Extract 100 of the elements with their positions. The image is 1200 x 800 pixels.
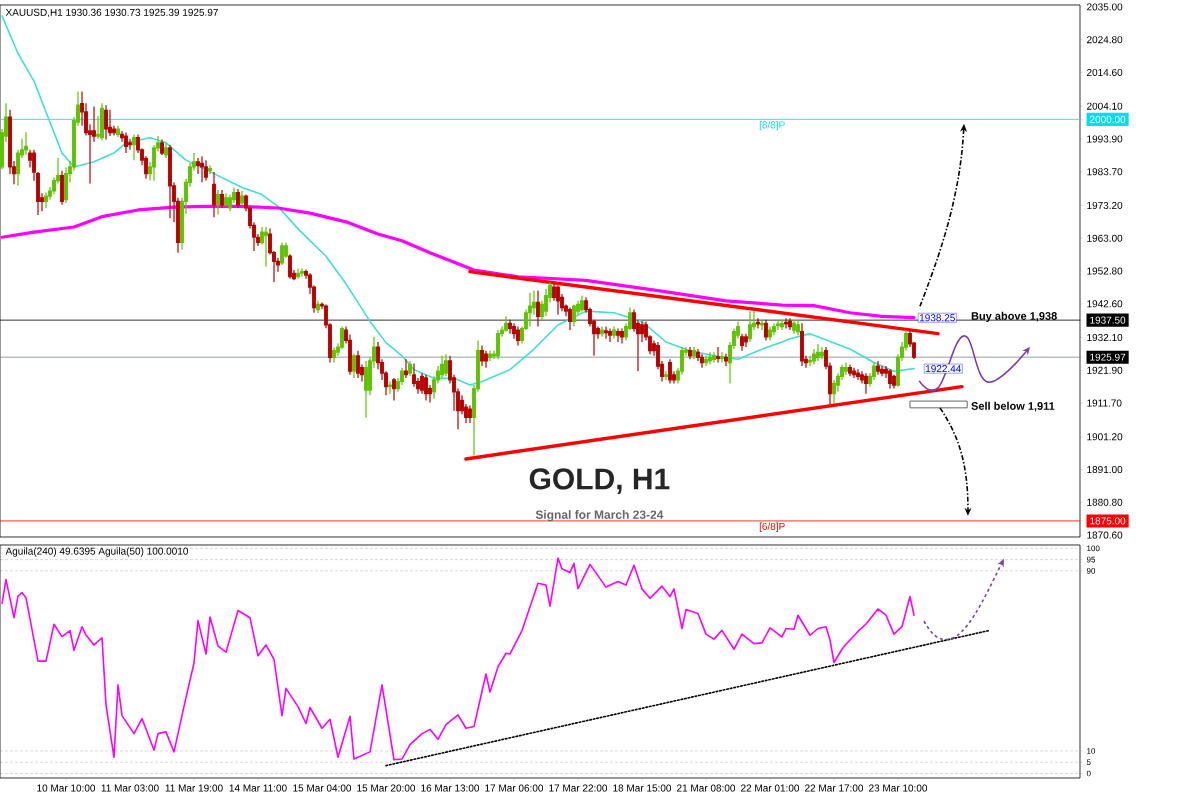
- candlestick: [124, 131, 128, 154]
- candlestick: [724, 353, 728, 367]
- y-tick-label: 2024.80: [1087, 36, 1123, 44]
- candlestick: [296, 267, 300, 280]
- ref-line-label: [8/8]P: [759, 121, 785, 131]
- x-tick-label: 14 Mar 11:00: [229, 784, 287, 792]
- candlestick: [528, 292, 532, 328]
- x-tick-label: 23 Mar 10:00: [869, 784, 928, 792]
- y-tick-label: 5: [1086, 759, 1091, 766]
- candlestick: [424, 374, 428, 402]
- candlestick: [64, 166, 68, 204]
- candlestick: [800, 322, 804, 367]
- y-tick-label: 95: [1086, 556, 1096, 563]
- x-tick-label: 21 Mar 08:00: [677, 784, 736, 792]
- y-tick-label: 1880.80: [1087, 498, 1123, 506]
- candlestick: [84, 102, 88, 137]
- chart-title: Aguila(240) 49.6395 Aguila(50) 100.0010: [5, 547, 189, 557]
- x-tick-label: 22 Mar 01:00: [741, 784, 800, 792]
- candlestick: [108, 109, 112, 137]
- candlestick: [688, 346, 692, 360]
- candlestick: [388, 380, 392, 395]
- y-tick-label: 1963.00: [1087, 234, 1123, 242]
- x-tick-label: 17 Mar 06:00: [485, 784, 544, 792]
- x-tick-label: 16 Mar 13:00: [421, 784, 480, 792]
- candlestick: [708, 351, 712, 366]
- candlestick: [300, 267, 304, 278]
- candlestick: [744, 333, 748, 348]
- y-tick-label: 100: [1087, 545, 1100, 552]
- candlestick: [212, 171, 216, 218]
- candlestick: [556, 284, 560, 316]
- y-tick-label: 1993.90: [1087, 135, 1123, 143]
- candlestick: [240, 190, 244, 206]
- x-tick-label: 15 Mar 04:00: [293, 784, 352, 792]
- candlestick: [768, 325, 772, 341]
- y-tick-label: 90: [1086, 568, 1096, 574]
- candlestick: [612, 325, 616, 340]
- candlestick: [224, 192, 228, 208]
- candlestick: [892, 374, 896, 390]
- candlestick: [112, 125, 116, 137]
- candlestick: [536, 289, 540, 328]
- candlestick: [696, 348, 700, 362]
- y-tick-label: 0: [1086, 770, 1091, 777]
- y-tick-label: 1983.70: [1087, 168, 1123, 176]
- candlestick: [784, 317, 788, 330]
- candlestick: [772, 322, 776, 336]
- x-tick-label: 15 Mar 20:00: [357, 784, 416, 792]
- y-tick-label: 1901.20: [1087, 433, 1123, 441]
- candlestick: [52, 176, 56, 196]
- annotation: Sell below 1,911: [971, 401, 1055, 412]
- candlestick: [820, 346, 824, 360]
- candlestick: [8, 109, 12, 175]
- y-tick-label: 1932.10: [1087, 333, 1123, 342]
- candlestick: [544, 288, 548, 317]
- candlestick: [236, 188, 240, 209]
- candlestick: [392, 377, 396, 402]
- y-tick-label: 1875.00: [1090, 517, 1126, 525]
- candlestick: [712, 351, 716, 364]
- candlestick: [440, 355, 444, 379]
- candlestick: [512, 322, 516, 340]
- candlestick: [716, 346, 720, 364]
- candlestick: [220, 189, 224, 209]
- candlestick: [640, 320, 644, 343]
- candlestick: [128, 138, 132, 151]
- candlestick: [152, 144, 156, 182]
- candlestick: [116, 125, 120, 138]
- candlestick: [468, 404, 472, 424]
- candlestick: [352, 353, 356, 379]
- candlestick: [620, 327, 624, 345]
- candlestick: [792, 319, 796, 335]
- candlestick: [488, 350, 492, 362]
- candlestick: [412, 362, 416, 388]
- candlestick: [796, 319, 800, 336]
- y-tick-label: 1937.50: [1090, 316, 1126, 324]
- candlestick: [400, 367, 404, 386]
- candlestick: [888, 368, 892, 390]
- candlestick: [700, 353, 704, 369]
- y-tick-label: 1921.90: [1087, 366, 1123, 374]
- candlestick: [704, 355, 708, 367]
- candlestick: [196, 157, 200, 175]
- candlestick: [604, 325, 608, 340]
- y-tick-label: 1952.80: [1087, 267, 1123, 275]
- candlestick: [132, 133, 136, 161]
- candlestick: [808, 355, 812, 367]
- candlestick: [376, 341, 380, 370]
- y-tick-label: 1942.60: [1087, 300, 1123, 308]
- candlestick: [572, 303, 576, 328]
- candlestick: [864, 372, 868, 395]
- candlestick: [532, 289, 536, 316]
- candlestick: [844, 361, 848, 376]
- candlestick: [596, 325, 600, 340]
- y-tick-label: 10: [1087, 748, 1096, 754]
- candlestick: [748, 310, 752, 343]
- candlestick: [228, 193, 232, 212]
- candlestick: [812, 348, 816, 366]
- candlestick: [764, 319, 768, 341]
- candlestick: [816, 343, 820, 362]
- candlestick: [860, 370, 864, 385]
- candlestick: [876, 360, 880, 376]
- annotation: 1938.25: [919, 314, 955, 322]
- x-tick-label: 11 Mar 03:00: [101, 784, 159, 792]
